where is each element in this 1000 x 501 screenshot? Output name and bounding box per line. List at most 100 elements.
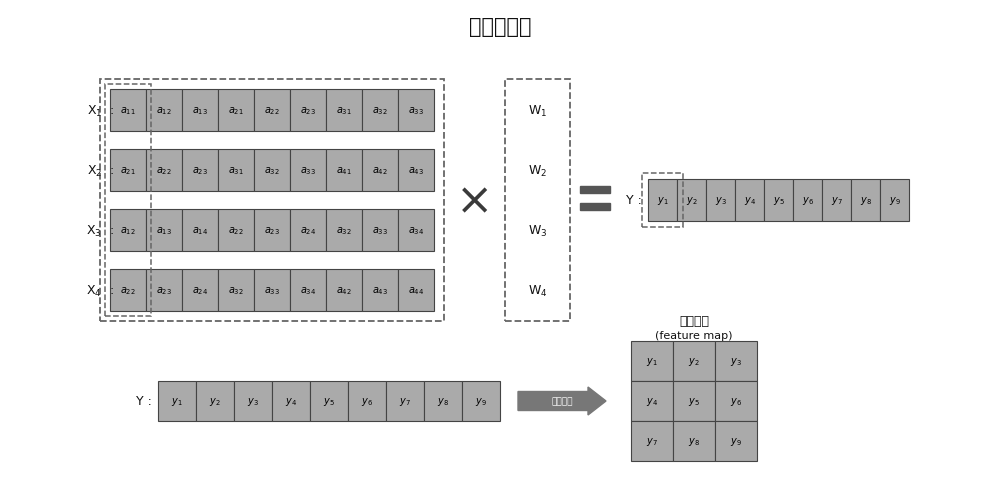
Bar: [218, 90, 254, 132]
Text: $a_{42}$: $a_{42}$: [336, 285, 352, 296]
Bar: [793, 180, 822, 221]
Text: $y_7$: $y_7$: [646, 435, 658, 447]
Bar: [715, 381, 757, 421]
Bar: [851, 180, 880, 221]
Text: $y_4$: $y_4$: [646, 395, 658, 407]
Text: $y_5$: $y_5$: [773, 194, 784, 206]
Text: $a_{32}$: $a_{32}$: [336, 224, 352, 236]
Text: $a_{32}$: $a_{32}$: [372, 105, 388, 117]
Text: $a_{41}$: $a_{41}$: [336, 165, 352, 176]
Text: $y_3$: $y_3$: [730, 355, 742, 367]
Text: $a_{31}$: $a_{31}$: [336, 105, 352, 117]
Text: W$_4$: W$_4$: [528, 283, 547, 298]
Bar: [182, 270, 218, 312]
Bar: [146, 209, 182, 252]
Bar: [362, 150, 398, 191]
Bar: [110, 270, 146, 312]
Text: $y_6$: $y_6$: [361, 395, 373, 407]
Text: $y_9$: $y_9$: [889, 194, 900, 206]
Bar: [398, 270, 434, 312]
Bar: [362, 270, 398, 312]
Text: $y_2$: $y_2$: [688, 355, 700, 367]
Text: 卷积层处理: 卷积层处理: [469, 17, 531, 37]
Text: $a_{13}$: $a_{13}$: [192, 105, 208, 117]
Text: $y_6$: $y_6$: [730, 395, 742, 407]
Bar: [648, 180, 677, 221]
Bar: [631, 421, 673, 461]
Text: $a_{34}$: $a_{34}$: [408, 224, 424, 236]
Text: $y_1$: $y_1$: [657, 194, 668, 206]
Text: $a_{31}$: $a_{31}$: [228, 165, 244, 176]
Bar: [462, 381, 500, 421]
Text: $a_{33}$: $a_{33}$: [300, 165, 316, 176]
Text: $y_9$: $y_9$: [475, 395, 487, 407]
Text: $y_8$: $y_8$: [688, 435, 700, 447]
Bar: [310, 381, 348, 421]
Bar: [735, 180, 764, 221]
Text: $a_{23}$: $a_{23}$: [300, 105, 316, 117]
Text: X$_2$: X$_2$: [87, 163, 102, 178]
Bar: [424, 381, 462, 421]
Text: $a_{22}$: $a_{22}$: [264, 105, 280, 117]
Bar: [158, 381, 196, 421]
Text: W$_2$: W$_2$: [528, 163, 547, 178]
Bar: [146, 150, 182, 191]
Text: $a_{24}$: $a_{24}$: [300, 224, 316, 236]
Text: X$_4$: X$_4$: [86, 283, 102, 298]
Text: $a_{11}$: $a_{11}$: [120, 105, 136, 117]
Text: Y :: Y :: [626, 194, 642, 207]
Bar: [631, 341, 673, 381]
Text: 特征图谱: 特征图谱: [679, 314, 709, 327]
Text: $y_6$: $y_6$: [802, 194, 813, 206]
Bar: [715, 421, 757, 461]
Bar: [182, 150, 218, 191]
Bar: [100, 80, 444, 321]
Bar: [234, 381, 272, 421]
Bar: [105, 85, 151, 316]
Text: X$_1$: X$_1$: [87, 103, 102, 118]
Text: $a_{43}$: $a_{43}$: [372, 285, 388, 296]
Bar: [398, 90, 434, 132]
Text: :: :: [109, 104, 113, 117]
Text: $a_{21}$: $a_{21}$: [228, 105, 244, 117]
Bar: [218, 270, 254, 312]
Text: $y_2$: $y_2$: [686, 194, 697, 206]
Text: $a_{33}$: $a_{33}$: [408, 105, 424, 117]
Bar: [290, 209, 326, 252]
Text: $y_4$: $y_4$: [285, 395, 297, 407]
Bar: [580, 187, 610, 193]
Bar: [715, 341, 757, 381]
Bar: [290, 270, 326, 312]
Text: $a_{23}$: $a_{23}$: [264, 224, 280, 236]
Text: $a_{12}$: $a_{12}$: [156, 105, 172, 117]
Text: $a_{32}$: $a_{32}$: [264, 165, 280, 176]
Bar: [505, 80, 570, 321]
Bar: [706, 180, 735, 221]
Text: $a_{33}$: $a_{33}$: [372, 224, 388, 236]
Bar: [362, 90, 398, 132]
Bar: [326, 270, 362, 312]
Text: $y_4$: $y_4$: [744, 194, 755, 206]
Text: $a_{21}$: $a_{21}$: [120, 165, 136, 176]
Text: 重新排列: 重新排列: [551, 397, 573, 406]
Bar: [326, 209, 362, 252]
Bar: [580, 203, 610, 210]
Text: $a_{32}$: $a_{32}$: [228, 285, 244, 296]
Bar: [326, 90, 362, 132]
Bar: [254, 150, 290, 191]
Text: $y_3$: $y_3$: [247, 395, 259, 407]
Text: $a_{33}$: $a_{33}$: [264, 285, 280, 296]
Text: $a_{22}$: $a_{22}$: [228, 224, 244, 236]
Text: $a_{22}$: $a_{22}$: [120, 285, 136, 296]
Bar: [362, 209, 398, 252]
FancyArrow shape: [518, 387, 606, 415]
Text: W$_3$: W$_3$: [528, 223, 547, 238]
Bar: [880, 180, 909, 221]
Text: X$_3$: X$_3$: [86, 223, 102, 238]
Text: $y_3$: $y_3$: [715, 194, 726, 206]
Bar: [182, 90, 218, 132]
Bar: [218, 150, 254, 191]
Text: $a_{22}$: $a_{22}$: [156, 165, 172, 176]
Text: $a_{34}$: $a_{34}$: [300, 285, 316, 296]
Text: $a_{12}$: $a_{12}$: [120, 224, 136, 236]
